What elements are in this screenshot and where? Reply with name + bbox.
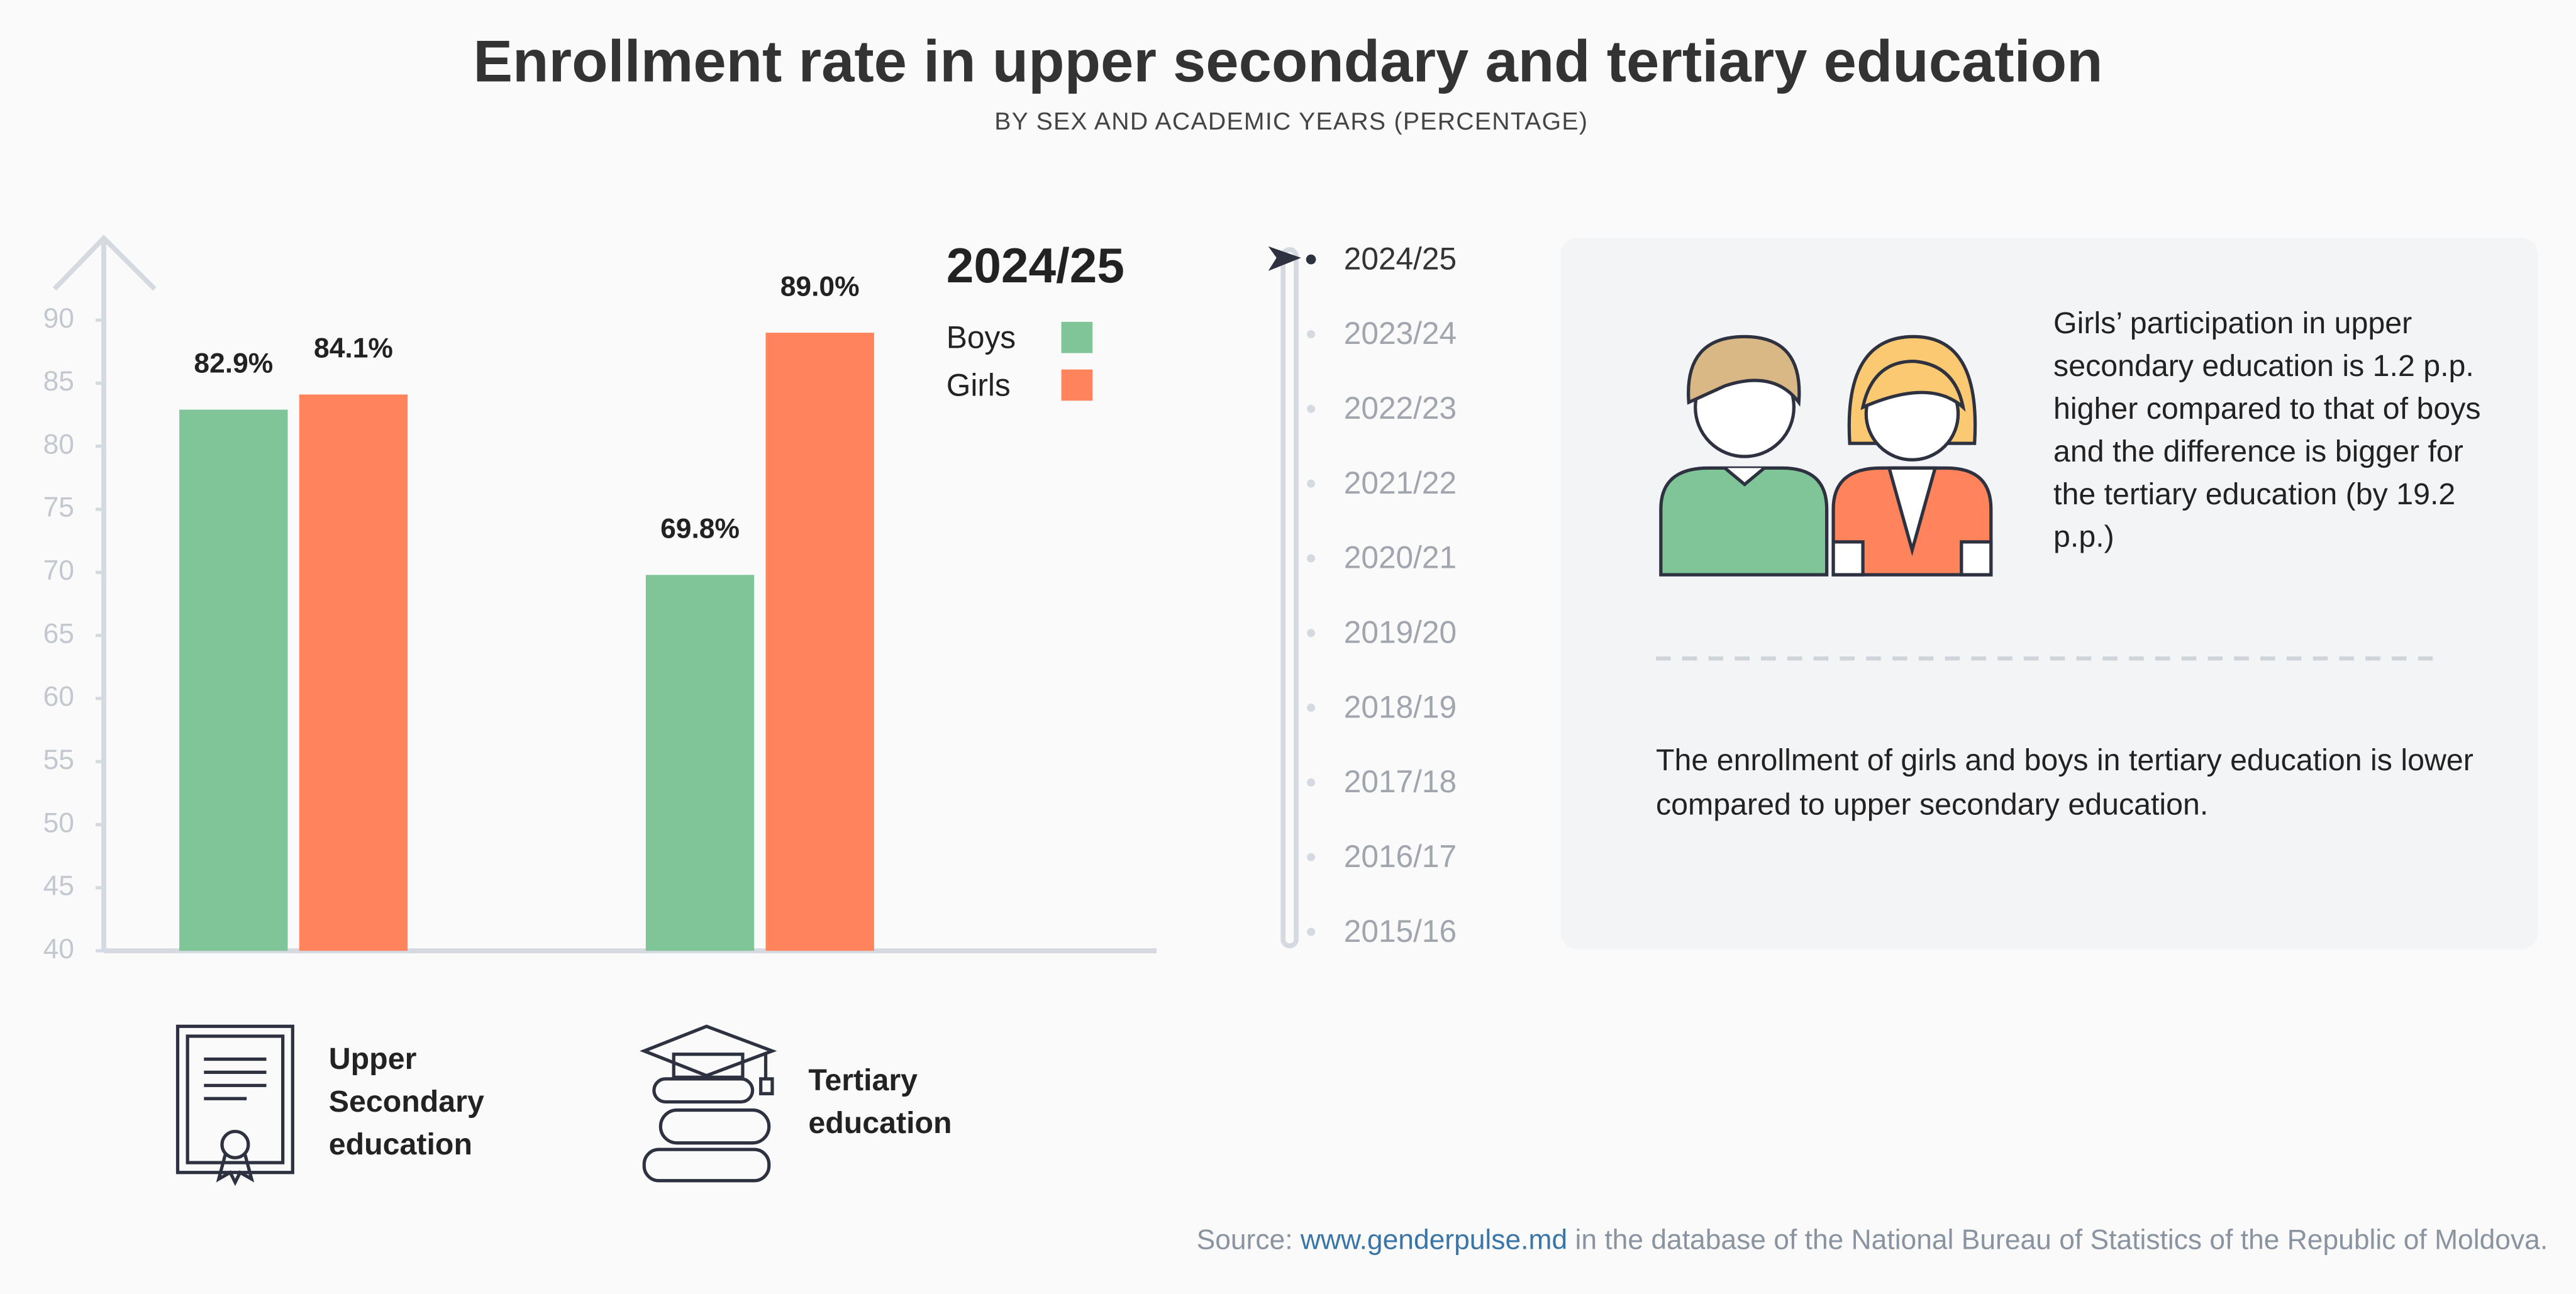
certificate-icon: [175, 1024, 294, 1186]
y-tick-label: 55: [43, 744, 74, 775]
icon-shape: [1724, 467, 1766, 487]
icon-shape: [1687, 335, 1801, 407]
y-tick-label: 65: [43, 618, 74, 649]
data-label: 82.9%: [194, 348, 273, 379]
year-option[interactable]: 2019/20: [1344, 615, 1457, 650]
icon-shape: [1659, 466, 1829, 577]
data-label: 69.8%: [660, 514, 740, 545]
year-dot: [1307, 329, 1316, 339]
year-option[interactable]: 2016/17: [1344, 839, 1457, 874]
y-tick-label: 70: [43, 555, 74, 586]
source-label: Source:: [1197, 1224, 1293, 1255]
legend-title: 2024/25: [947, 238, 1124, 293]
info-text-box: The enrollment of girls and boys in tert…: [1656, 742, 2473, 821]
info-text-1: Girls’ participation in upper secondary …: [2053, 305, 2481, 554]
year-pointer: [1268, 246, 1301, 271]
y-tick-label: 75: [43, 492, 74, 523]
y-tick-label: 60: [43, 682, 74, 712]
year-dot: [1307, 629, 1316, 638]
icon-shape: [220, 1129, 250, 1159]
data-label: 89.0%: [780, 271, 860, 302]
source-link[interactable]: www.genderpulse.md: [1300, 1224, 1567, 1255]
year-dot: [1307, 778, 1316, 787]
year-option[interactable]: 2015/16: [1344, 914, 1457, 949]
year-track: [1280, 247, 1299, 949]
icon-shape: [1887, 466, 1938, 556]
source-text: in the database of the National Bureau o…: [1575, 1224, 2548, 1255]
year-dot: [1307, 479, 1316, 488]
bar: [179, 409, 288, 951]
year-dot: [1307, 704, 1316, 712]
chart-subtitle: BY SEX AND ACADEMIC YEARS (PERCENTAGE): [994, 108, 1588, 135]
year-option[interactable]: 2023/24: [1344, 316, 1457, 351]
year-dot: [1307, 853, 1316, 861]
source: Source: www.genderpulse.md in the databa…: [1197, 1224, 2548, 1255]
x-tick-label: Upper Secondary education: [328, 1041, 484, 1161]
info-text-2: The enrollment of girls and boys in tert…: [1656, 742, 2473, 821]
year-option[interactable]: 2021/22: [1344, 465, 1457, 500]
icon-shape: [640, 1024, 777, 1078]
year-option[interactable]: 2020/21: [1344, 540, 1457, 575]
legend-label: Girls: [947, 367, 1011, 402]
year-dot: [1307, 927, 1316, 936]
y-tick-label: 45: [43, 871, 74, 902]
year-dot: [1307, 404, 1316, 413]
y-tick-label: 85: [43, 366, 74, 397]
bar: [765, 333, 874, 951]
y-tick-label: 40: [43, 934, 74, 965]
info-text-box: Girls’ participation in upper secondary …: [2053, 305, 2481, 554]
icon-shape: [175, 1024, 294, 1175]
x-tick-label-box: Tertiary education: [808, 1062, 952, 1140]
bar: [645, 575, 755, 951]
icon-shape: [759, 1077, 774, 1095]
y-tick-label: 90: [43, 303, 74, 334]
icon-shape: [1860, 359, 1966, 412]
year-dot: [1307, 554, 1316, 563]
books-icon: [640, 1024, 777, 1183]
year-dot: [1306, 254, 1316, 265]
icon-shape: [1831, 540, 1865, 577]
year-option[interactable]: 2018/19: [1344, 689, 1457, 724]
icon-shape: [652, 1077, 755, 1104]
icon-shape: [186, 1034, 285, 1164]
x-tick-label: Tertiary education: [808, 1062, 952, 1140]
y-tick-label: 80: [43, 429, 74, 460]
year-option[interactable]: 2024/25: [1344, 241, 1457, 276]
data-label: 84.1%: [314, 333, 393, 364]
year-option[interactable]: 2022/23: [1344, 390, 1457, 426]
chart-title: Enrollment rate in upper secondary and t…: [473, 28, 2102, 94]
legend-label: Boys: [947, 320, 1016, 355]
info-panel: [1560, 238, 2538, 949]
icon-shape: [216, 1154, 255, 1186]
icon-shape: [658, 1108, 771, 1145]
bar: [299, 394, 408, 951]
legend-swatch: [1061, 369, 1093, 401]
x-tick-label-box: Upper Secondary education: [328, 1041, 484, 1161]
year-option[interactable]: 2017/18: [1344, 764, 1457, 799]
people-icon: [1659, 335, 1993, 577]
legend-swatch: [1061, 321, 1093, 353]
icon-shape: [642, 1147, 771, 1183]
icon-shape: [1960, 540, 1993, 577]
y-tick-label: 50: [43, 807, 74, 838]
